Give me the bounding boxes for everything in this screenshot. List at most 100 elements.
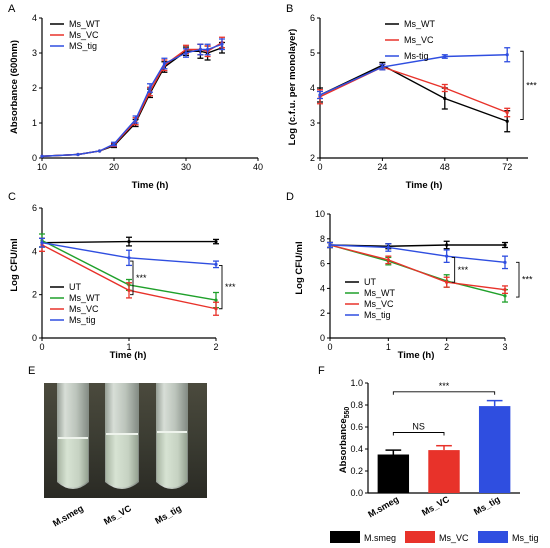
panel-a-data-point [162,61,166,66]
panel-c-data-point [40,241,44,245]
panel-a-series-line [41,41,223,157]
panel-b-significance-label: *** [526,80,537,90]
panel-f-comparison-label: NS [412,422,425,432]
panel-d-data-point [503,260,507,264]
panel-c-data-point [214,262,218,266]
panel-d-significance-bracket [451,256,456,283]
panel-a-x-tick-label: 40 [253,162,263,172]
panel-d-significance-label: *** [522,275,533,285]
panel-d-series-line [329,244,506,291]
panel-d-x-tick-label: 0 [327,342,332,352]
panel-b-ylabel: Log (c.f.u. per monolayer) [287,29,298,146]
panel-f-ylabel-main: Absorbance [338,418,349,473]
panel-c-legend-label: UT [69,282,81,292]
panel-d-x-tick-label: 3 [502,342,507,352]
panel-d-data-point [386,245,390,250]
panel-b-data-point [380,65,384,69]
panel-a-data-point [76,152,80,157]
panel-c-data-point [214,239,218,244]
panel-a-data-point [184,51,188,55]
panel-a-series-line [41,47,223,157]
panel-a-legend-label: MS_tig [69,41,97,51]
panel-d-data-point [503,294,507,298]
panel-d-data-point [503,288,507,292]
panel-d-data-point [445,254,449,258]
panel-b-series-line [319,66,508,114]
panel-c-ylabel: Log CFU/ml [9,238,20,291]
panel-c-legend-label: Ms_WT [69,293,100,303]
panel-f-y-tick-label: 0.6 [350,422,363,432]
panel-d-y-tick-label: 2 [320,308,325,318]
panel-a-x-tick-label: 20 [109,162,119,172]
panel-d-data-point [445,280,449,284]
panel-a-x-tick-label: 10 [37,162,47,172]
panel-a-ylabel: Absorbance (600nm) [9,40,20,134]
panel-label-e: E [28,365,35,377]
panel-b-y-tick-label: 6 [310,13,315,23]
panel-b-legend-label: Ms_WT [404,19,435,29]
panel-c-significance-label: *** [136,273,147,283]
panel-d-x-tick-label: 1 [386,342,391,352]
tube-image-2 [105,383,139,489]
panel-d-y-tick-label: 6 [320,259,325,269]
panel-label-c: C [8,191,16,203]
panel-c-y-tick-label: 0 [32,333,37,343]
panel-c-y-tick-label: 2 [32,290,37,300]
panel-a-data-point [220,42,224,46]
panel-c-data-point [127,239,131,244]
panel-a-x-tick-label: 30 [181,162,191,172]
panel-d-series-3 [327,241,508,270]
panel-a-series-0 [40,41,225,158]
panel-f-legend-swatch [478,531,508,543]
panel-a-series-2 [40,38,225,158]
panel-d-x-tick-label: 2 [444,342,449,352]
panel-c-y-tick-label: 6 [32,203,37,213]
tube-image-3 [156,383,188,489]
panel-b-data-point [443,96,447,101]
panel-d-legend-label: UT [364,277,376,287]
panel-d-legend-label: Ms_tig [364,310,391,320]
panel-c-data-point [214,307,218,311]
panel-a-data-point [98,149,102,153]
panel-f-comparison-label: *** [439,381,450,391]
panel-c-x-tick-label: 0 [39,342,44,352]
tube-label-2: Ms_VC [102,503,133,527]
panel-label-a: A [8,3,16,15]
panel-f-bar [478,406,511,493]
panel-c-data-point [214,298,218,302]
panel-b-y-tick-label: 2 [310,153,315,163]
panel-a-y-tick-label: 4 [32,13,37,23]
panel-f-y-tick-label: 0.8 [350,400,363,410]
panel-b-data-point [505,119,509,123]
panel-b-data-point [443,54,447,59]
panel-a-legend-label: Ms_WT [69,19,100,29]
panel-d-data-point [386,258,390,262]
panel-b-y-tick-label: 3 [310,118,315,128]
panel-b-series-2 [317,47,511,100]
panel-b-y-tick-label: 5 [310,48,315,58]
panel-b-series-1 [317,63,511,118]
panel-f-legend-label: Ms_VC [439,533,469,543]
panel-a-data-point [206,47,210,52]
tube-image-1 [57,383,89,489]
panel-c-xlabel: Time (h) [110,350,147,361]
panel-c-x-tick-label: 2 [213,342,218,352]
panel-f-y-tick-label: 1.0 [350,378,363,388]
panel-b-series-0 [317,61,511,133]
panel-f-category-label: Ms_tig [472,494,502,517]
panel-a-y-tick-label: 0 [32,153,37,163]
panel-a-y-tick-label: 2 [32,83,37,93]
panel-b-legend-label: Ms-tig [404,51,429,61]
panel-b-plot: 0 24 48 72 2 3 4 5 6 Ms_WT Ms_VC Ms-tig *** [310,13,537,172]
panel-d-data-point [328,243,332,247]
panel-a-series-line [41,43,223,157]
panel-d-significance-label: *** [458,265,469,275]
panel-b-legend-label: Ms_VC [404,35,434,45]
panel-d-y-tick-label: 8 [320,234,325,244]
panel-b-x-tick-label: 48 [440,162,450,172]
panel-c-legend-label: Ms_VC [69,304,99,314]
panel-label-b: B [286,3,293,15]
panel-a-xlabel: Time (h) [132,180,169,191]
